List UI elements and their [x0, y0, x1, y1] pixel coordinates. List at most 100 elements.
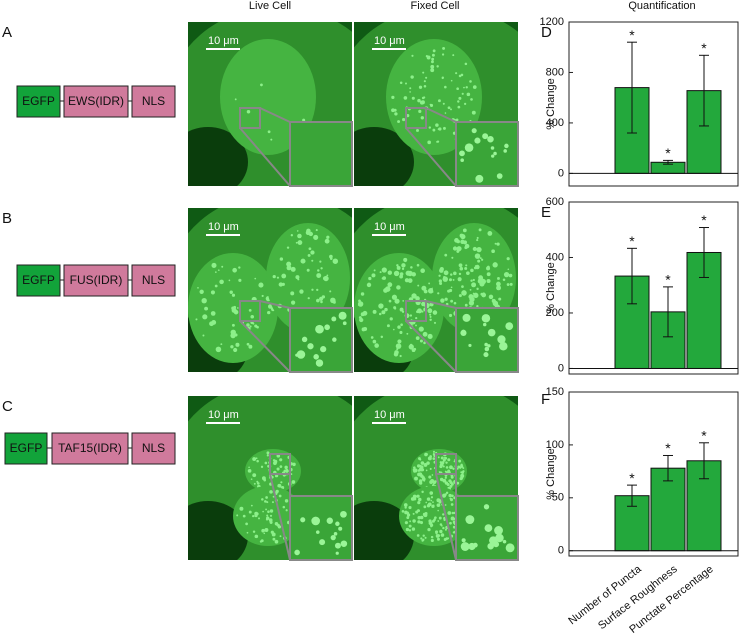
punctum: [269, 490, 273, 494]
punctum: [231, 293, 236, 297]
punctum: [426, 497, 431, 501]
y-tick-label: 50: [552, 492, 564, 504]
punctum: [248, 309, 252, 312]
punctum: [428, 282, 431, 285]
punctum: [422, 512, 427, 517]
punctum: [407, 278, 413, 283]
panel-letter: A: [2, 24, 12, 41]
punctum: [507, 268, 510, 271]
punctum: [448, 313, 453, 317]
significance-marker: *: [629, 470, 635, 486]
punctum: [450, 286, 453, 289]
punctum: [480, 258, 484, 261]
construct-label: NLS: [142, 94, 165, 108]
punctum: [471, 282, 477, 288]
y-axis-label: % Change: [545, 448, 557, 499]
punctum: [475, 174, 484, 183]
punctum: [272, 495, 275, 498]
punctum: [300, 517, 306, 523]
punctum: [380, 335, 384, 339]
punctum: [468, 93, 470, 96]
punctum: [307, 253, 311, 257]
punctum: [276, 523, 279, 527]
punctum: [269, 509, 274, 513]
punctum: [438, 279, 442, 283]
punctum: [233, 309, 239, 315]
punctum: [358, 316, 362, 319]
construct-label: TAF15(IDR): [58, 441, 122, 455]
punctum: [468, 294, 474, 300]
punctum: [421, 96, 425, 100]
punctum: [242, 514, 246, 518]
punctum: [409, 520, 412, 523]
punctum: [436, 537, 440, 541]
punctum: [368, 276, 372, 281]
punctum: [483, 504, 490, 510]
punctum: [450, 273, 453, 276]
punctum: [427, 333, 433, 340]
punctum: [313, 354, 319, 360]
punctum: [452, 531, 455, 534]
nucleus: [266, 223, 350, 333]
punctum: [493, 151, 497, 156]
inset-line: [435, 473, 457, 561]
punctum: [422, 71, 425, 74]
punctum: [492, 262, 498, 268]
punctum: [425, 469, 428, 472]
punctum: [468, 343, 472, 348]
punctum: [444, 470, 447, 473]
punctum: [275, 489, 279, 494]
punctum: [272, 274, 276, 279]
punctum: [505, 322, 514, 331]
punctum: [403, 263, 406, 266]
punctum: [506, 283, 510, 286]
punctum: [281, 273, 287, 279]
punctum: [381, 267, 387, 273]
punctum: [288, 265, 291, 268]
punctum: [487, 542, 494, 550]
punctum: [372, 309, 377, 314]
punctum: [394, 112, 398, 116]
punctum: [442, 126, 446, 130]
punctum: [233, 305, 237, 309]
punctum: [430, 496, 434, 499]
punctum: [397, 325, 401, 329]
punctum: [506, 257, 510, 261]
punctum: [284, 465, 288, 470]
punctum: [358, 299, 361, 303]
punctum: [269, 520, 273, 524]
punctum: [486, 266, 491, 271]
punctum: [474, 137, 481, 144]
punctum: [476, 246, 482, 253]
punctum: [491, 249, 495, 254]
punctum: [410, 266, 413, 269]
punctum: [432, 128, 436, 132]
scale-bar-label: 10 μm: [374, 221, 405, 233]
punctum: [457, 105, 461, 109]
punctum: [436, 503, 441, 508]
punctum: [432, 310, 438, 315]
punctum: [261, 498, 264, 501]
punctum: [502, 278, 506, 282]
punctum: [278, 494, 282, 498]
punctum: [252, 473, 257, 478]
punctum: [476, 239, 479, 242]
punctum: [409, 343, 413, 347]
punctum: [456, 87, 459, 91]
punctum: [419, 458, 422, 461]
construct-box: [131, 432, 176, 465]
punctum: [318, 326, 323, 331]
punctum: [270, 530, 274, 534]
punctum: [430, 535, 434, 539]
punctum: [362, 310, 368, 316]
punctum: [393, 270, 400, 277]
punctum: [486, 272, 491, 277]
punctum: [246, 110, 251, 114]
punctum: [450, 475, 454, 479]
punctum: [427, 308, 433, 314]
punctum: [445, 491, 449, 495]
punctum: [404, 506, 407, 509]
construct-box: [63, 85, 129, 118]
punctum: [265, 508, 268, 511]
punctum: [342, 321, 347, 326]
